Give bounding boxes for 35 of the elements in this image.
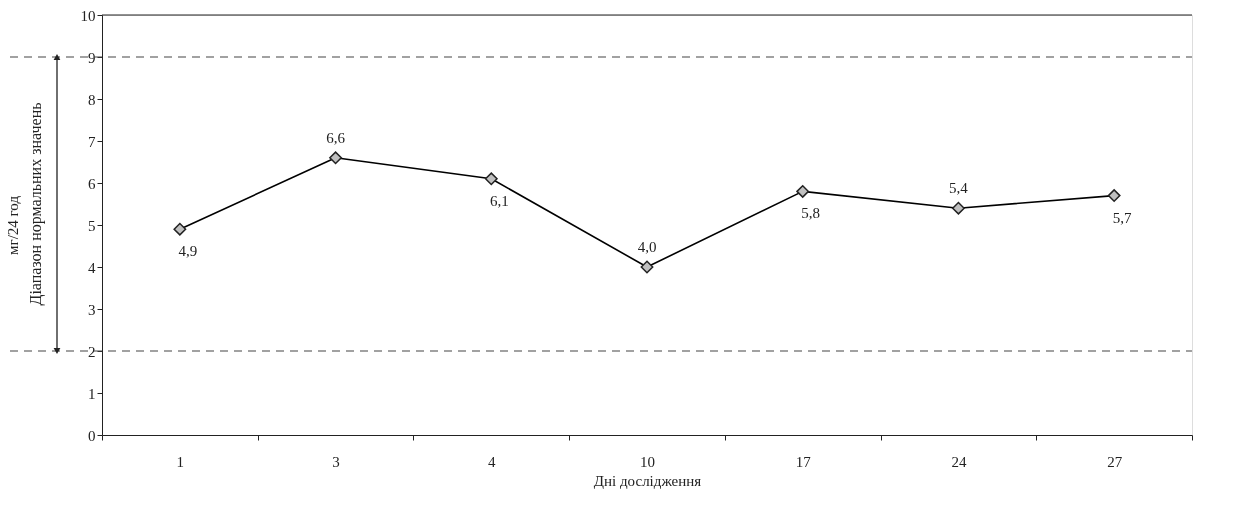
x-axis-title: Дні дослідження	[593, 472, 702, 489]
text: Діапазон нормальних значень	[27, 102, 45, 306]
y-tick-label: 0	[88, 427, 96, 444]
data-label: 6,6	[326, 129, 346, 146]
x-tick-label: 27	[1107, 453, 1123, 470]
point	[173, 222, 187, 236]
x-tick-label: 10	[640, 453, 655, 470]
data-label: 5,4	[949, 180, 969, 197]
data-label: 6,1	[489, 192, 509, 209]
y-tick-label: 6	[88, 175, 96, 192]
point	[951, 201, 965, 215]
x-tick-label: 4	[488, 453, 497, 470]
y-tick-label: 5	[88, 217, 96, 234]
y-tick-label: 3	[88, 301, 96, 318]
data-label: 4,0	[637, 239, 657, 255]
y-tick-label: 7	[88, 133, 96, 150]
point	[329, 151, 343, 165]
data-label: 5,7	[1112, 209, 1133, 226]
y-tick-label: 4	[88, 259, 96, 276]
y-tick-label: 8	[88, 91, 96, 108]
data-label: 4,9	[178, 243, 198, 260]
y-tick-label: 10	[80, 7, 96, 24]
x-tick-label: 24	[951, 453, 967, 470]
point	[1107, 189, 1121, 203]
point	[640, 260, 654, 274]
data-label: 5,8	[801, 205, 821, 222]
y-tick-label: 2	[88, 343, 96, 360]
point	[796, 184, 810, 198]
point	[484, 172, 498, 186]
x-tick-label: 3	[332, 453, 340, 470]
x-tick-label: 17	[795, 453, 812, 470]
x-tick-label: 1	[176, 453, 185, 470]
y-axis-title: мг/24 год	[4, 195, 21, 256]
y-tick-label: 1	[88, 385, 96, 402]
y-tick-label: 9	[88, 49, 96, 66]
